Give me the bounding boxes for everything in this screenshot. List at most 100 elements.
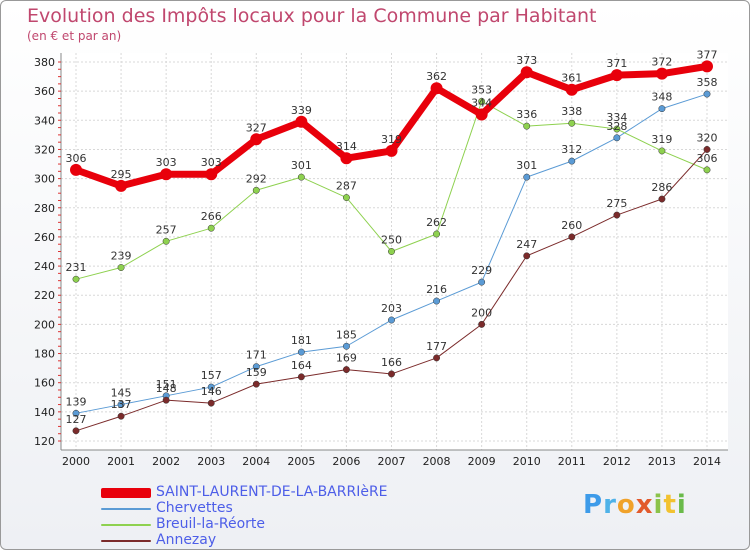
data-point (565, 83, 578, 96)
legend-label: Chervettes (156, 500, 233, 516)
data-label: 319 (651, 133, 672, 146)
data-point (475, 108, 488, 121)
y-tick-label: 340 (34, 114, 55, 127)
data-point (388, 370, 395, 378)
y-tick-label: 240 (34, 260, 55, 273)
y-tick-label: 220 (34, 289, 55, 302)
data-point (117, 401, 125, 409)
data-label: 306 (697, 152, 718, 165)
data-label: 159 (246, 366, 267, 379)
data-point (117, 264, 125, 271)
chart-subtitle: (en € et par an) (27, 29, 122, 43)
y-tick-label: 200 (34, 318, 55, 331)
y-tick-label: 260 (34, 231, 55, 244)
data-point (658, 195, 666, 203)
data-point (433, 230, 441, 238)
legend-swatch (101, 508, 151, 510)
legend-swatch (101, 524, 151, 526)
data-label: 260 (561, 219, 582, 232)
data-point (205, 168, 218, 181)
legend-swatch (101, 488, 151, 498)
data-point (613, 134, 621, 142)
data-point (342, 194, 350, 202)
legend-item: Annezay (101, 532, 441, 549)
legend-item: SAINT-LAURENT-DE-LA-BARRIèRE (101, 484, 441, 501)
data-point (703, 166, 711, 174)
data-label: 358 (697, 76, 718, 89)
x-tick-label: 2010 (513, 455, 541, 468)
x-tick-label: 2012 (603, 455, 631, 468)
data-point (478, 278, 486, 286)
data-point (433, 297, 441, 305)
data-label: 334 (606, 111, 627, 124)
data-label: 166 (381, 356, 402, 369)
data-label: 328 (606, 120, 627, 133)
data-label: 373 (516, 54, 537, 67)
data-point (70, 163, 82, 176)
data-point (385, 144, 398, 157)
x-tick-label: 2001 (107, 455, 135, 468)
data-label: 203 (381, 302, 402, 315)
data-label: 216 (426, 283, 447, 296)
y-tick-label: 320 (34, 143, 55, 156)
x-tick-label: 2014 (693, 455, 721, 468)
legend-label: SAINT-LAURENT-DE-LA-BARRIèRE (156, 484, 388, 500)
data-label: 306 (66, 152, 87, 165)
x-tick-label: 2000 (62, 455, 90, 468)
legend-item: Breuil-la-Réorte (101, 516, 441, 533)
data-label: 181 (291, 334, 312, 347)
data-point (610, 69, 623, 82)
data-label: 185 (336, 328, 357, 341)
data-label: 301 (291, 159, 312, 172)
x-tick-label: 2002 (152, 455, 180, 468)
data-point (703, 146, 711, 153)
data-label: 177 (426, 340, 447, 353)
data-label: 231 (66, 261, 87, 274)
data-label: 137 (111, 398, 132, 411)
data-point (162, 237, 170, 245)
y-tick-label: 380 (34, 56, 55, 69)
data-point (160, 168, 173, 181)
data-point (72, 427, 80, 435)
x-tick-label: 2004 (242, 455, 270, 468)
data-label: 171 (246, 349, 267, 362)
data-label: 348 (651, 91, 672, 104)
data-label: 377 (697, 48, 718, 61)
legend-item: Chervettes (101, 500, 441, 517)
y-tick-label: 360 (34, 85, 55, 98)
data-point (207, 383, 215, 391)
data-point (613, 125, 621, 133)
data-label: 287 (336, 180, 357, 193)
data-point (207, 399, 215, 407)
data-point (523, 122, 531, 130)
data-point (433, 354, 441, 362)
data-point (252, 186, 260, 194)
data-point (523, 173, 531, 181)
chart-title: Evolution des Impôts locaux pour la Comm… (27, 5, 597, 27)
y-tick-label: 300 (34, 173, 55, 186)
x-tick-label: 2005 (287, 455, 315, 468)
legend-label: Annezay (156, 532, 217, 548)
data-label: 148 (156, 382, 177, 395)
data-label: 371 (606, 57, 627, 70)
y-tick-label: 160 (34, 377, 55, 390)
data-point (658, 147, 666, 155)
legend: SAINT-LAURENT-DE-LA-BARRIèRE Chervettes Br… (101, 484, 441, 549)
data-label: 362 (426, 70, 447, 83)
data-label: 164 (291, 359, 312, 372)
legend-label: Breuil-la-Réorte (156, 516, 266, 532)
data-point (252, 380, 260, 388)
data-point (523, 252, 531, 260)
proxiti-logo: Proxiti (583, 490, 687, 520)
data-point (342, 342, 350, 350)
data-point (117, 412, 125, 420)
data-point (207, 224, 215, 232)
data-label: 169 (336, 352, 357, 365)
y-tick-label: 280 (34, 202, 55, 215)
data-label: 292 (246, 172, 267, 185)
data-point (703, 90, 711, 98)
data-point (115, 179, 128, 192)
data-point (478, 320, 486, 328)
